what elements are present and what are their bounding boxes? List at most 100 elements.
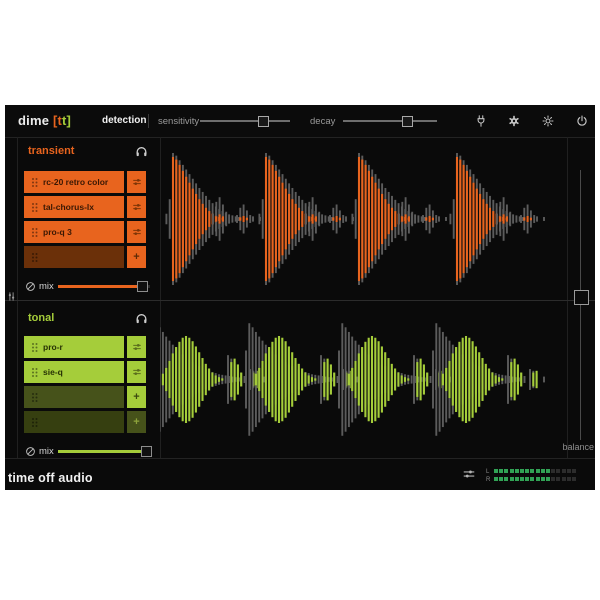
tonal-slot-empty[interactable]	[24, 386, 124, 408]
slot-add-button[interactable]: +	[127, 386, 146, 408]
tonal-mix-label: mix	[39, 446, 54, 457]
tonal-mix-icon	[25, 446, 36, 457]
section-divider	[5, 300, 595, 301]
meter-segment	[509, 469, 514, 473]
balance-slider-handle[interactable]	[574, 290, 589, 306]
crossfade-sliders-icon[interactable]	[6, 291, 17, 302]
drag-handle-icon[interactable]	[32, 202, 34, 205]
tonal-headphones-icon[interactable]	[135, 312, 148, 325]
meter-segment	[540, 469, 545, 473]
tonal-slot-row: +	[24, 411, 146, 433]
slot-edit-button[interactable]	[127, 196, 146, 218]
meter-segment	[520, 469, 524, 473]
tonal-mix-slider[interactable]	[58, 446, 152, 457]
decay-slider[interactable]	[343, 116, 437, 127]
left-strip-divider	[17, 137, 18, 458]
meter-segment	[551, 476, 556, 481]
slot-edit-button[interactable]	[127, 336, 146, 358]
meter-segment	[499, 469, 504, 473]
tonal-mix-handle[interactable]	[141, 446, 152, 457]
meter-segment	[520, 476, 524, 481]
settings-icon[interactable]	[507, 114, 521, 128]
tonal-slot-sie-q[interactable]: sie-q	[24, 361, 124, 383]
decay-slider-track[interactable]	[343, 120, 437, 122]
slot-add-button[interactable]: +	[127, 246, 146, 268]
meter-segment	[572, 469, 576, 473]
tonal-slot-row: sie-q	[24, 361, 146, 383]
sensitivity-slider[interactable]	[200, 116, 290, 127]
drag-handle-icon[interactable]	[32, 417, 34, 420]
transient-mix-slider[interactable]	[58, 281, 150, 292]
slot-add-button[interactable]: +	[127, 411, 146, 433]
slot-label: pro-q 3	[43, 227, 72, 237]
meter-segment	[546, 476, 550, 481]
transient-slot-rc-20 retro color[interactable]: rc-20 retro color	[24, 171, 124, 193]
brightness-icon[interactable]	[541, 114, 555, 128]
meter-segment	[546, 469, 550, 473]
app-logo: dime [tt]	[18, 113, 71, 128]
meter-segment	[525, 476, 530, 481]
transient-section-title: transient	[28, 145, 75, 157]
meter-segment	[566, 476, 571, 481]
meter-segment	[530, 476, 535, 481]
transient-headphones-icon[interactable]	[135, 145, 148, 158]
meter-segment	[509, 476, 514, 481]
meter-segment	[494, 476, 498, 481]
sensitivity-label: sensitivity	[158, 116, 200, 127]
meter-segment	[494, 469, 498, 473]
sensitivity-slider-track[interactable]	[200, 120, 290, 122]
drag-handle-icon[interactable]	[32, 342, 34, 345]
drag-handle-icon[interactable]	[32, 252, 34, 255]
transient-slot-tal-chorus-lx[interactable]: tal-chorus-lx	[24, 196, 124, 218]
slot-label: tal-chorus-lx	[43, 202, 95, 212]
transient-slot-row: tal-chorus-lx	[24, 196, 146, 218]
tonal-slot-row: +	[24, 386, 146, 408]
tonal-slot-empty[interactable]	[24, 411, 124, 433]
slot-label: rc-20 retro color	[43, 177, 109, 187]
topbar-separator	[148, 114, 149, 128]
tonal-slot-pro-r[interactable]: pro-r	[24, 336, 124, 358]
plus-icon: +	[133, 390, 140, 403]
plugin-window: dime [tt] detection sensitivity decay	[5, 105, 595, 490]
transient-slot-row: pro-q 3	[24, 221, 146, 243]
decay-slider-handle[interactable]	[401, 116, 413, 127]
drag-handle-icon[interactable]	[32, 392, 34, 395]
meter-right-label: R	[486, 476, 491, 483]
decay-label: decay	[310, 116, 336, 127]
drag-handle-icon[interactable]	[32, 227, 34, 230]
output-sliders-icon[interactable]	[462, 467, 476, 481]
power-icon[interactable]	[575, 114, 589, 128]
transient-waveform-display	[160, 138, 567, 300]
slot-edit-button[interactable]	[127, 171, 146, 193]
tonal-slot-row: pro-r	[24, 336, 146, 358]
transient-slot-row: rc-20 retro color	[24, 171, 146, 193]
slot-label: sie-q	[43, 367, 63, 377]
transient-slot-pro-q 3[interactable]: pro-q 3	[24, 221, 124, 243]
meter-segment	[561, 469, 566, 473]
transient-slot-empty[interactable]	[24, 246, 124, 268]
bypass-icon[interactable]	[474, 114, 488, 128]
slot-edit-button[interactable]	[127, 221, 146, 243]
plus-icon: +	[133, 415, 140, 428]
meter-segment	[535, 476, 540, 481]
meter-segment	[504, 469, 509, 473]
drag-handle-icon[interactable]	[32, 177, 34, 180]
tonal-mix-fill	[58, 450, 150, 453]
brand-name: time off audio	[8, 471, 93, 485]
meter-left-label: L	[486, 469, 490, 475]
tab-detection[interactable]: detection	[102, 115, 147, 126]
meter-segment	[525, 469, 530, 473]
meter-segment	[540, 476, 545, 481]
transient-mix-icon	[25, 281, 36, 292]
transient-mix-handle[interactable]	[136, 281, 148, 292]
transient-slot-row: +	[24, 246, 146, 268]
plus-icon: +	[133, 250, 140, 263]
top-bar: dime [tt] detection sensitivity decay	[5, 105, 595, 138]
drag-handle-icon[interactable]	[32, 367, 34, 370]
meter-segment	[504, 476, 509, 481]
slot-edit-button[interactable]	[127, 361, 146, 383]
sensitivity-slider-handle[interactable]	[258, 116, 269, 127]
meter-segment	[535, 469, 540, 473]
meter-segment	[561, 476, 566, 481]
